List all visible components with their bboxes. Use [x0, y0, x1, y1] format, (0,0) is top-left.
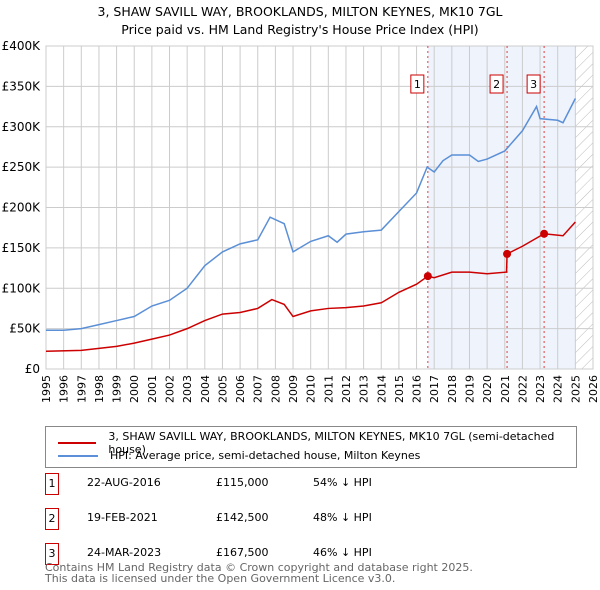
- sale-hpi-diff: 48% ↓ HPI: [313, 511, 372, 524]
- x-tick-label: 2013: [358, 375, 371, 403]
- y-tick-label: £150K: [2, 241, 42, 255]
- footer-line-1: Contains HM Land Registry data © Crown c…: [45, 561, 473, 574]
- x-tick-label: 1996: [58, 375, 71, 403]
- sale-date: 19-FEB-2021: [87, 511, 158, 524]
- sale-date: 22-AUG-2016: [87, 476, 161, 489]
- x-tick-label: 2006: [234, 375, 247, 403]
- x-tick-label: 2010: [305, 375, 318, 403]
- sale-marker-box: [489, 74, 504, 94]
- x-tick-label: 2004: [199, 375, 212, 403]
- sale-marker-label: 3: [45, 543, 59, 565]
- x-tick-label: 1998: [93, 375, 106, 403]
- sale-date: 24-MAR-2023: [87, 546, 162, 559]
- series-line: [46, 98, 577, 331]
- sale-point: [503, 249, 512, 258]
- sale-hpi-diff: 46% ↓ HPI: [313, 546, 372, 559]
- y-tick-label: £200K: [2, 201, 42, 215]
- x-tick-label: 2000: [128, 375, 141, 403]
- x-tick-label: 2009: [287, 375, 300, 403]
- x-tick-label: 2018: [446, 375, 459, 403]
- x-tick-label: 2007: [252, 375, 265, 403]
- x-tick-label: 2011: [322, 375, 335, 403]
- sale-price: £115,000: [216, 476, 269, 489]
- series-line: [45, 221, 576, 352]
- sale-marker-label: 1: [414, 78, 421, 91]
- x-tick-label: 2020: [481, 375, 494, 403]
- x-tick-label: 2001: [146, 375, 159, 403]
- sale-marker-box: [526, 74, 541, 94]
- y-tick-label: £300K: [2, 120, 42, 134]
- x-tick-label: 2014: [375, 375, 388, 403]
- legend: 3, SHAW SAVILL WAY, BROOKLANDS, MILTON K…: [45, 426, 577, 468]
- x-tick-label: 2016: [411, 375, 424, 403]
- x-tick-label: 2012: [340, 375, 353, 403]
- x-tick-label: 2025: [569, 375, 582, 403]
- x-tick-label: 1997: [75, 375, 88, 403]
- sale-price: £142,500: [216, 511, 269, 524]
- legend-swatch-price: [58, 442, 97, 444]
- chart-title: 3, SHAW SAVILL WAY, BROOKLANDS, MILTON K…: [97, 4, 503, 19]
- x-tick-label: 2005: [216, 375, 229, 403]
- y-tick-label: £400K: [2, 39, 42, 53]
- y-tick-label: £100K: [2, 281, 42, 295]
- y-tick-label: £50K: [9, 322, 41, 336]
- x-tick-label: 2017: [428, 375, 441, 403]
- y-tick-label: £350K: [2, 79, 42, 93]
- sale-point: [423, 272, 432, 281]
- sale-point: [540, 229, 549, 238]
- y-tick-label: £0: [25, 362, 40, 376]
- sale-price: £167,500: [216, 546, 269, 559]
- legend-swatch-hpi: [58, 454, 98, 457]
- x-tick-label: 2022: [516, 375, 529, 403]
- sale-marker-label: 2: [45, 508, 59, 530]
- sale-marker-box: [410, 74, 425, 94]
- legend-label-hpi: HPI: Average price, semi-detached house,…: [110, 449, 421, 462]
- x-tick-label: 2021: [499, 375, 512, 403]
- legend-label-price: 3, SHAW SAVILL WAY, BROOKLANDS, MILTON K…: [108, 430, 555, 456]
- x-tick-label: 2002: [164, 375, 177, 403]
- footer-line-2: This data is licensed under the Open Gov…: [45, 572, 396, 585]
- x-tick-label: 2024: [552, 375, 565, 403]
- sale-marker-label: 3: [530, 78, 537, 91]
- sale-marker-label: 2: [493, 78, 500, 91]
- x-tick-label: 1999: [111, 375, 124, 403]
- x-tick-label: 1995: [40, 375, 53, 403]
- chart-subtitle: Price paid vs. HM Land Registry's House …: [121, 22, 479, 37]
- sale-marker-label: 1: [45, 473, 59, 495]
- x-tick-label: 2003: [181, 375, 194, 403]
- x-tick-label: 2026: [587, 375, 600, 403]
- x-tick-label: 2023: [534, 375, 547, 403]
- x-tick-label: 2019: [463, 375, 476, 403]
- chart: 1995 1996 1997 1998 1999 2000 2001 2002 2003 2004…: [2, 39, 600, 403]
- x-tick-label: 2008: [269, 375, 282, 403]
- sale-hpi-diff: 54% ↓ HPI: [313, 476, 372, 489]
- plot-frame: [45, 45, 594, 370]
- x-tick-label: 2015: [393, 375, 406, 403]
- y-tick-label: £250K: [2, 160, 42, 174]
